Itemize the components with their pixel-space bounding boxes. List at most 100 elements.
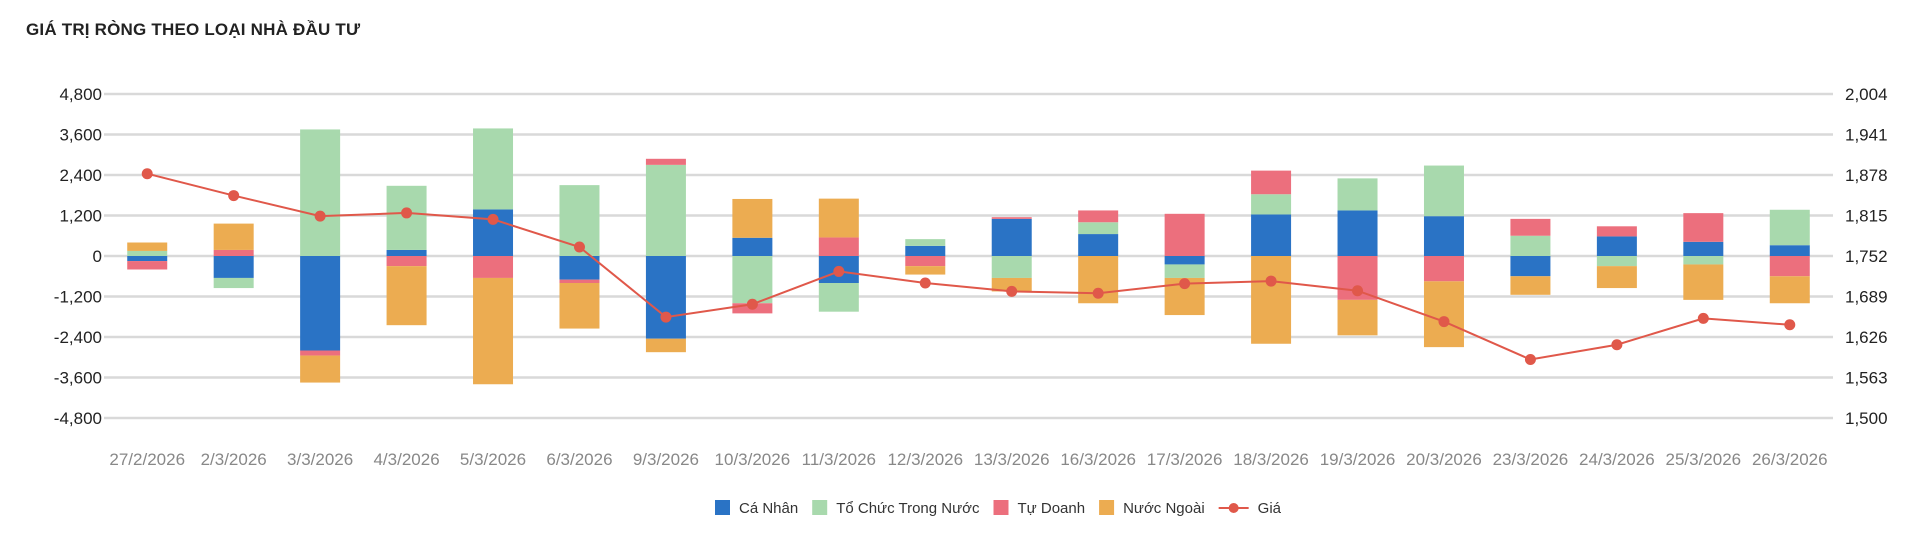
- bar-nuoc-ngoai: [1769, 276, 1810, 304]
- x-tick-label: 11/3/2026: [802, 450, 876, 469]
- right-tick-label: 1,689: [1845, 288, 1888, 307]
- bar-to-chuc-trong-nuoc: [1337, 178, 1378, 211]
- bar-ca-nhan: [1078, 234, 1119, 256]
- bar-nuoc-ngoai: [559, 283, 600, 329]
- bar-tu-doanh: [1251, 170, 1292, 195]
- x-tick-label: 13/3/2026: [974, 450, 1050, 469]
- bar-nuoc-ngoai: [991, 277, 1032, 292]
- bar-tu-doanh: [1769, 256, 1810, 277]
- bar-ca-nhan: [1423, 216, 1464, 256]
- left-tick-label: 1,200: [59, 207, 102, 226]
- price-point: [1006, 285, 1018, 297]
- x-tick-label: 3/3/2026: [287, 450, 353, 469]
- bar-to-chuc-trong-nuoc: [213, 277, 254, 289]
- x-axis: 27/2/2026 2/3/2026 3/3/2026 4/3/2026 5/3/202…: [109, 450, 1827, 469]
- price-point: [1611, 339, 1623, 351]
- price-point: [1524, 354, 1536, 365]
- legend-label-gia: Giá: [1258, 500, 1282, 517]
- x-tick-label: 19/3/2026: [1320, 450, 1396, 469]
- bar-nuoc-ngoai: [386, 266, 427, 326]
- right-tick-label: 1,941: [1845, 126, 1888, 145]
- chart-title: GIÁ TRỊ RÒNG THEO LOẠI NHÀ ĐẦU TƯ: [26, 20, 361, 39]
- bar-ca-nhan: [645, 256, 686, 339]
- bar-tu-doanh: [127, 261, 168, 270]
- bar-to-chuc-trong-nuoc: [1683, 256, 1724, 265]
- legend-swatch-to-chuc-trong-nuoc: [812, 500, 828, 515]
- legend-swatch-ca-nhan: [715, 500, 730, 515]
- bar-layer: [127, 128, 1810, 385]
- bar-tu-doanh: [1078, 210, 1119, 223]
- bar-tu-doanh: [991, 217, 1032, 219]
- bar-to-chuc-trong-nuoc: [1078, 222, 1119, 235]
- price-point: [746, 298, 758, 310]
- bar-to-chuc-trong-nuoc: [732, 256, 773, 304]
- bar-tu-doanh: [818, 237, 859, 256]
- price-point: [401, 207, 413, 219]
- bar-to-chuc-trong-nuoc: [1596, 256, 1637, 267]
- left-tick-label: 0: [93, 247, 102, 266]
- price-point: [141, 168, 153, 180]
- bar-ca-nhan: [1510, 256, 1551, 277]
- bar-nuoc-ngoai: [1683, 264, 1724, 300]
- bar-to-chuc-trong-nuoc: [300, 129, 341, 256]
- bar-to-chuc-trong-nuoc: [1251, 194, 1292, 215]
- legend: Cá Nhân Tổ Chức Trong Nước Tự Doanh Nước Ng…: [715, 500, 1282, 517]
- price-point: [1265, 275, 1277, 287]
- right-tick-label: 1,752: [1845, 247, 1888, 266]
- x-tick-label: 10/3/2026: [715, 450, 791, 469]
- bar-tu-doanh: [1164, 213, 1205, 256]
- price-point: [228, 190, 240, 202]
- bar-ca-nhan: [1337, 210, 1378, 256]
- right-tick-label: 1,626: [1845, 328, 1888, 347]
- price-point: [1352, 285, 1364, 297]
- bar-tu-doanh: [300, 350, 341, 356]
- right-tick-label: 1,878: [1845, 166, 1888, 185]
- bar-nuoc-ngoai: [645, 338, 686, 353]
- bar-ca-nhan: [732, 237, 773, 256]
- legend-label-nuoc-ngoai: Nước Ngoài: [1123, 500, 1205, 517]
- bar-tu-doanh: [213, 249, 254, 256]
- x-tick-label: 4/3/2026: [373, 450, 439, 469]
- legend-swatch-tu-doanh: [993, 500, 1009, 515]
- bar-to-chuc-trong-nuoc: [905, 239, 946, 246]
- right-tick-label: 2,004: [1845, 85, 1888, 104]
- x-tick-label: 12/3/2026: [887, 450, 963, 469]
- bar-to-chuc-trong-nuoc: [818, 283, 859, 312]
- bar-to-chuc-trong-nuoc: [1510, 235, 1551, 256]
- bar-nuoc-ngoai: [127, 242, 168, 251]
- bar-to-chuc-trong-nuoc: [127, 250, 168, 256]
- right-tick-label: 1,815: [1845, 207, 1888, 226]
- bar-tu-doanh: [1510, 218, 1551, 236]
- bar-nuoc-ngoai: [818, 198, 859, 238]
- left-tick-label: -2,400: [54, 328, 102, 347]
- legend-swatch-nuoc-ngoai: [1099, 500, 1115, 515]
- bar-ca-nhan: [559, 256, 600, 280]
- bar-tu-doanh: [1596, 226, 1637, 237]
- legend-label-tu-doanh: Tự Doanh: [1018, 500, 1086, 517]
- left-tick-label: -3,600: [54, 369, 102, 388]
- x-tick-label: 5/3/2026: [460, 450, 526, 469]
- right-tick-label: 1,500: [1845, 409, 1888, 428]
- left-tick-label: 4,800: [59, 85, 102, 104]
- bar-ca-nhan: [213, 256, 254, 278]
- bar-ca-nhan: [905, 245, 946, 256]
- bar-nuoc-ngoai: [1337, 299, 1378, 336]
- price-point: [1179, 278, 1191, 290]
- legend-marker-gia: [1228, 503, 1239, 513]
- price-point: [919, 277, 931, 289]
- x-tick-label: 17/3/2026: [1147, 450, 1223, 469]
- x-tick-label: 24/3/2026: [1579, 450, 1655, 469]
- bar-tu-doanh: [905, 256, 946, 267]
- price-point: [1697, 312, 1709, 324]
- price-point: [1092, 287, 1104, 299]
- bar-tu-doanh: [559, 279, 600, 283]
- right-tick-label: 1,563: [1845, 369, 1888, 388]
- bar-to-chuc-trong-nuoc: [473, 128, 514, 210]
- x-tick-label: 18/3/2026: [1233, 450, 1309, 469]
- price-point: [314, 210, 326, 222]
- x-tick-label: 27/2/2026: [109, 450, 185, 469]
- bar-nuoc-ngoai: [1596, 266, 1637, 289]
- x-tick-label: 23/3/2026: [1493, 450, 1569, 469]
- bar-nuoc-ngoai: [732, 198, 773, 238]
